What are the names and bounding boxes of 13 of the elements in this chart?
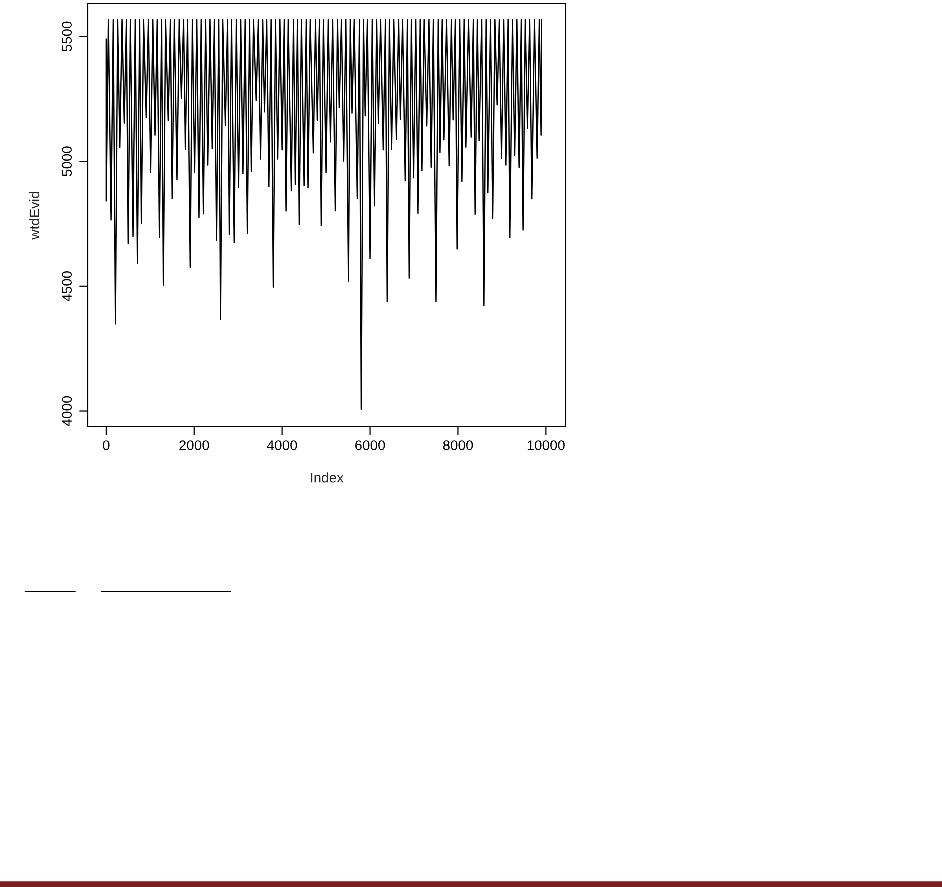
y-tick-label: 4500	[62, 272, 72, 302]
line-series	[106, 19, 542, 410]
x-tick-label: 2000	[180, 440, 210, 450]
y-tick-label: 4000	[62, 396, 72, 426]
x-tick-label: 10000	[528, 440, 565, 450]
x-tick-label: 0	[103, 440, 110, 450]
x-tick-label: 6000	[356, 440, 386, 450]
y-axis-title: wtdEvid	[29, 192, 40, 240]
y-tick-label: 5500	[62, 22, 72, 52]
y-tick-label: 5000	[62, 146, 72, 176]
x-tick-label: 4000	[267, 440, 298, 450]
x-tick-label: 8000	[443, 440, 474, 450]
x-axis-title: Index	[311, 472, 344, 483]
